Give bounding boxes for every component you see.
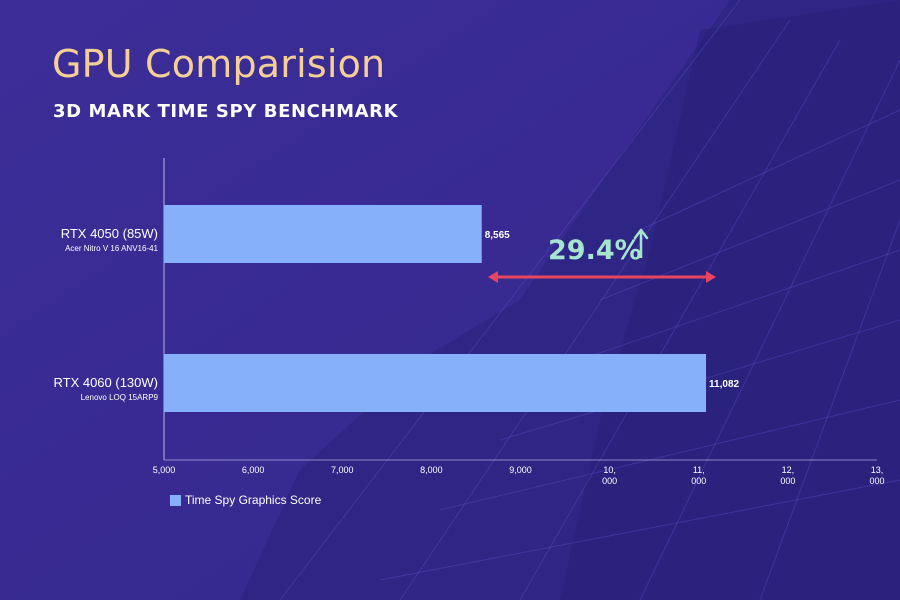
- up-arrow-icon: [633, 228, 649, 258]
- x-tick-label: 8,000: [420, 465, 443, 475]
- x-tick-label: 11,: [693, 465, 705, 475]
- page-title: GPU Comparision: [52, 42, 386, 86]
- x-tick-label: 10,: [603, 465, 616, 475]
- arrow-right-icon: [706, 271, 716, 283]
- bar: [164, 205, 482, 263]
- x-tick-label: 9,000: [509, 465, 532, 475]
- x-tick-label: 000: [691, 476, 706, 486]
- bar-value-label: 8,565: [485, 230, 510, 241]
- bar-value-label: 11,082: [709, 379, 739, 390]
- category-sublabel: Lenovo LOQ 15ARP9: [81, 393, 159, 402]
- chart-subtitle: 3D MARK TIME SPY BENCHMARK: [53, 101, 399, 122]
- category-label: RTX 4060 (130W): [53, 375, 158, 390]
- legend: Time Spy Graphics Score: [170, 493, 321, 507]
- x-tick-label: 7,000: [331, 465, 354, 475]
- difference-percent-label: 29.4%: [548, 235, 642, 266]
- legend-label: Time Spy Graphics Score: [185, 493, 322, 507]
- category-sublabel: Acer Nitro V 16 ANV16-41: [65, 244, 158, 253]
- category-label: RTX 4050 (85W): [61, 226, 158, 241]
- arrow-left-icon: [488, 271, 498, 283]
- x-tick-label: 6,000: [242, 465, 265, 475]
- x-tick-label: 12,: [782, 465, 795, 475]
- x-tick-label: 13,: [871, 465, 884, 475]
- x-tick-label: 000: [780, 476, 795, 486]
- x-tick-label: 000: [869, 476, 884, 486]
- x-tick-label: 000: [602, 476, 617, 486]
- bar: [164, 354, 707, 412]
- legend-swatch: [170, 494, 181, 506]
- x-tick-label: 5,000: [153, 465, 176, 475]
